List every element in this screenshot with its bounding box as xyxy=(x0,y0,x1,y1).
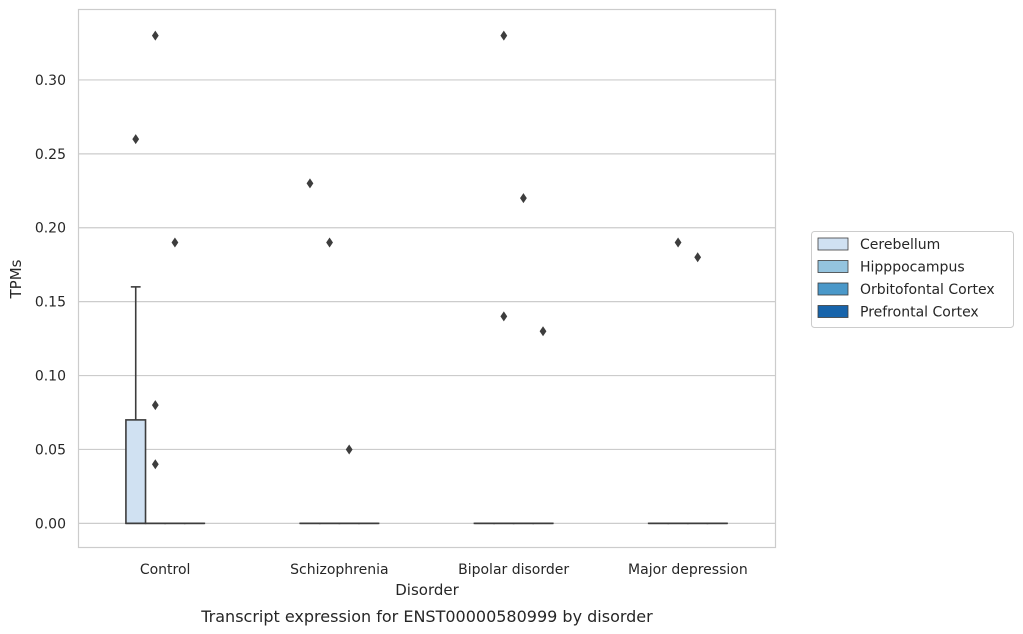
x-axis-ticks: Control Schizophrenia Bipolar disorder Majo… xyxy=(140,562,748,578)
y-tick-label: 0.00 xyxy=(35,516,66,532)
outlier-point xyxy=(694,252,702,263)
legend-swatch xyxy=(817,305,849,318)
plot-frame xyxy=(77,8,777,549)
legend-swatch xyxy=(817,282,849,296)
y-tick-label: 0.20 xyxy=(35,221,66,237)
x-tick-label: Bipolar disorder xyxy=(458,562,569,578)
y-tick-label: 0.05 xyxy=(35,442,66,458)
outlier-point xyxy=(151,400,159,411)
legend-swatch xyxy=(817,260,849,273)
legend-label: Orbitofontal Cortex xyxy=(860,282,995,298)
outlier-point xyxy=(500,30,508,41)
chart-caption: Transcript expression for ENST0000058099… xyxy=(200,607,653,626)
outlier-point xyxy=(520,193,527,204)
x-tick-label: Major depression xyxy=(628,562,748,578)
outlier-point xyxy=(171,237,179,248)
y-tick-label: 0.25 xyxy=(35,147,66,163)
outlier-point xyxy=(539,326,547,337)
outlier-point xyxy=(674,237,682,248)
x-axis-label: Disorder xyxy=(395,581,459,599)
outlier-point xyxy=(151,459,159,470)
legend-swatch xyxy=(817,237,849,251)
y-axis-label: TPMs xyxy=(7,259,25,299)
outlier-point xyxy=(500,311,508,322)
legend-item: Hipppocampus xyxy=(817,260,965,276)
outlier-point xyxy=(151,30,159,41)
legend-label: Hipppocampus xyxy=(860,260,965,276)
legend-item: Orbitofontal Cortex xyxy=(817,282,995,298)
x-tick-label: Control xyxy=(140,562,191,578)
gridlines xyxy=(78,79,775,524)
y-tick-label: 0.15 xyxy=(35,295,66,311)
box-body xyxy=(125,419,147,525)
boxes xyxy=(125,286,728,525)
legend: Cerebellum Hipppocampus Orbitofontal Corte… xyxy=(811,231,1014,328)
y-tick-label: 0.30 xyxy=(35,73,66,89)
box-cerebellum xyxy=(125,286,147,525)
legend-label: Prefrontal Cortex xyxy=(860,305,979,321)
outlier-point xyxy=(345,444,353,455)
legend-label: Cerebellum xyxy=(860,237,940,253)
outliers xyxy=(132,30,702,470)
y-tick-label: 0.10 xyxy=(35,369,66,385)
legend-item: Prefrontal Cortex xyxy=(817,305,979,321)
outlier-point xyxy=(132,134,140,145)
outlier-point xyxy=(306,178,314,189)
legend-frame xyxy=(811,231,1014,328)
x-tick-label: Schizophrenia xyxy=(290,562,388,578)
legend-item: Cerebellum xyxy=(817,237,940,253)
outlier-point xyxy=(326,237,333,248)
y-axis-ticks: 0.00 0.05 0.10 0.15 0.20 0.25 0.30 xyxy=(35,73,66,532)
